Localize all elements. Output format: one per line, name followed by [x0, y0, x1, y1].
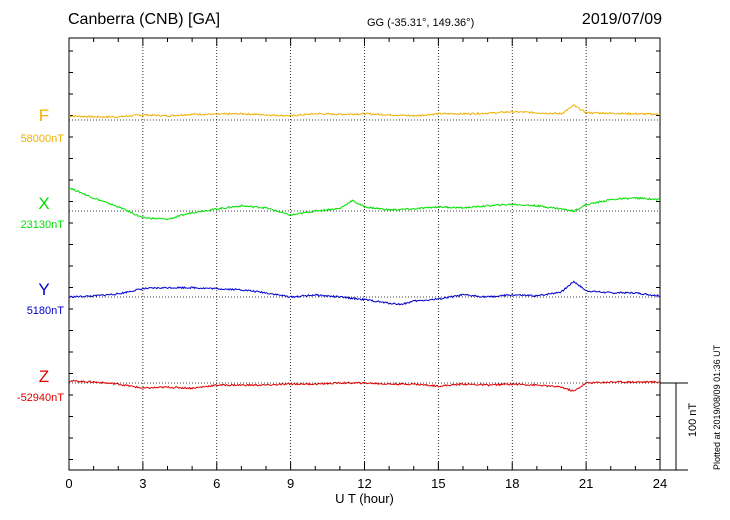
series-line-y [68, 280, 661, 306]
series-line-z [68, 379, 661, 392]
series-baseline-y: 5180nT [27, 305, 65, 317]
station-title: Canberra (CNB) [GA] [68, 11, 221, 28]
series-baseline-f: 58000nT [21, 133, 65, 145]
x-tick-label: 12 [357, 476, 371, 491]
series-name-f: F [39, 106, 49, 125]
chart-date: 2019/07/09 [581, 11, 662, 28]
x-tick-label: 24 [653, 476, 667, 491]
x-tick-label: 18 [505, 476, 519, 491]
series-name-x: X [38, 194, 49, 213]
station-coordinates: GG (-35.31°, 149.36°) [367, 17, 475, 29]
series-baseline-x: 23130nT [21, 219, 65, 231]
series-name-y: Y [38, 280, 49, 299]
plotted-timestamp: Plotted at 2019/08/09 01:36 UT [712, 344, 722, 470]
x-tick-label: 21 [579, 476, 593, 491]
x-tick-label: 0 [65, 476, 72, 491]
x-tick-label: 9 [287, 476, 294, 491]
x-tick-label: 3 [139, 476, 146, 491]
scale-bar-label: 100 nT [687, 403, 699, 438]
x-tick-label: 15 [431, 476, 445, 491]
series-line-x [68, 187, 661, 221]
x-tick-label: 6 [213, 476, 220, 491]
x-axis-label: U T (hour) [335, 491, 394, 506]
series-name-z: Z [39, 367, 49, 386]
series-line-f [68, 104, 661, 119]
series-baseline-z: -52940nT [17, 392, 64, 404]
